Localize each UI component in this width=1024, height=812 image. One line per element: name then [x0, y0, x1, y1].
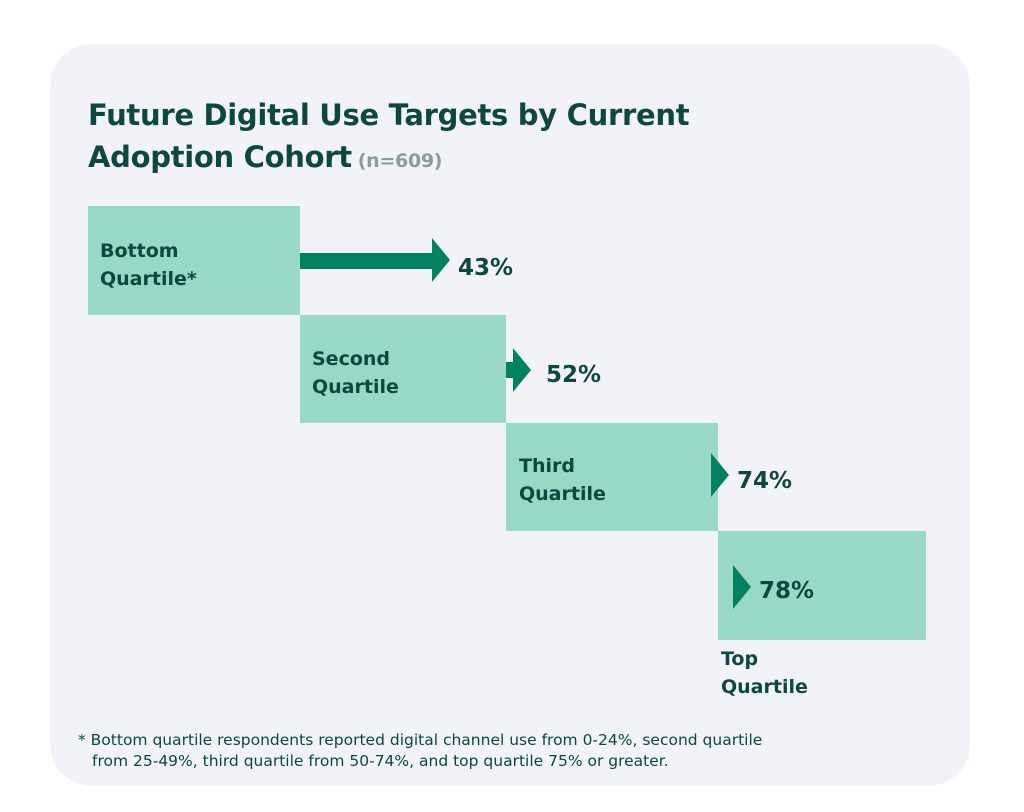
cohort-box-top	[718, 531, 926, 640]
cohort-box-second	[300, 315, 506, 423]
arrow-head-bottom	[432, 238, 450, 282]
value-label-bottom: 43%	[458, 255, 514, 281]
footnote-line-2: from 25-49%, third quartile from 50-74%,…	[92, 752, 669, 770]
arrow-head-top	[733, 565, 751, 609]
value-label-second: 52%	[546, 362, 602, 388]
chart-card	[50, 44, 970, 786]
arrow-head-third	[711, 453, 729, 497]
arrow-head-second	[513, 348, 531, 392]
title-line-1: Future Digital Use Targets by Current	[88, 98, 690, 132]
title-line-2: Adoption Cohort	[88, 140, 352, 174]
value-label-third: 74%	[737, 468, 793, 494]
cohort-box-bottom	[88, 206, 300, 315]
chart-title: Future Digital Use Targets by Current Ad…	[88, 94, 690, 182]
value-label-top: 78%	[759, 578, 815, 604]
cohort-label-second: Second Quartile	[312, 348, 399, 398]
footnote-line-1: * Bottom quartile respondents reported d…	[78, 731, 763, 749]
cohort-label-third: Third Quartile	[519, 455, 606, 505]
cohort-label-top: Top Quartile	[721, 648, 808, 698]
arrow-shaft-bottom	[300, 253, 433, 269]
cohort-box-third	[506, 423, 718, 531]
footnote: * Bottom quartile respondents reported d…	[78, 730, 978, 772]
sample-size: (n=609)	[357, 150, 443, 172]
cohort-label-bottom: Bottom Quartile*	[100, 240, 197, 290]
arrow-shaft-second	[506, 362, 514, 378]
